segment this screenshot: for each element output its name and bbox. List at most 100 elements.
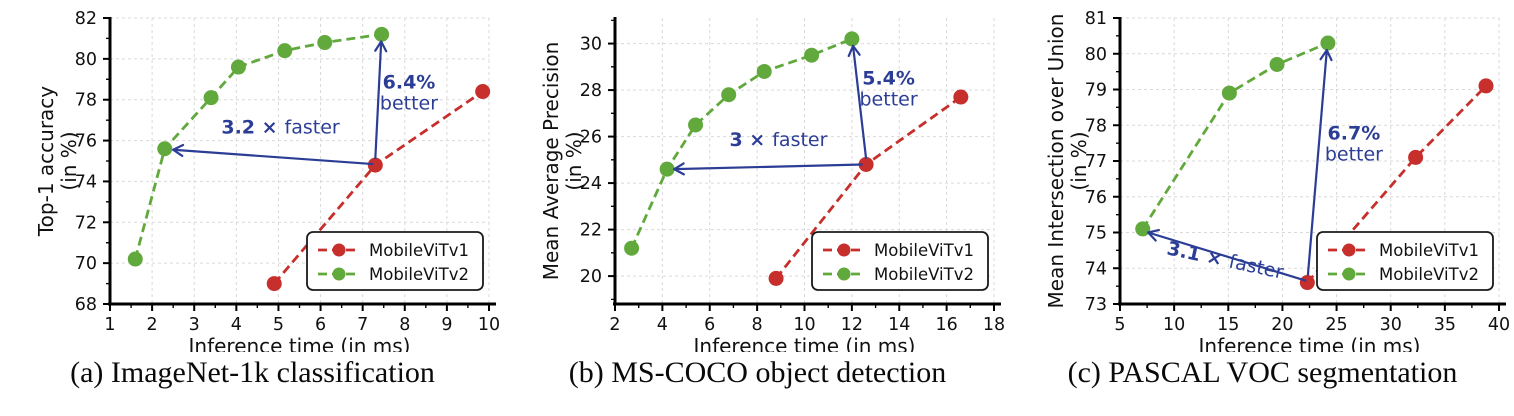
data-point [1221,85,1237,101]
svg-text:9: 9 [441,315,452,335]
svg-text:68: 68 [75,295,97,315]
svg-text:30: 30 [580,35,602,55]
svg-text:Mean Average Precision: Mean Average Precision [539,42,563,281]
data-point [1299,275,1315,291]
svg-text:8: 8 [399,315,410,335]
data-point [721,87,737,103]
svg-text:10: 10 [1163,315,1185,335]
axis-titles: Inference time (in ms) Mean Intersection … [1044,14,1420,352]
data-point [768,270,784,286]
series-MobileViTv2 [127,26,390,267]
svg-text:5.4%: 5.4% [862,67,915,89]
svg-text:24: 24 [580,174,602,194]
caption-pascalvoc: (c) PASCAL VOC segmentation [1067,356,1458,389]
svg-text:4: 4 [231,315,242,335]
data-point [1320,35,1336,51]
data-point [374,26,390,42]
svg-text:5: 5 [1114,315,1125,335]
series-MobileViTv1 [768,89,969,286]
data-point [756,63,772,79]
data-point [1269,56,1285,72]
svg-text:16: 16 [935,315,957,335]
legend: MobileViTv1 MobileViTv2 [1316,231,1494,291]
annotation-improvement: 6.7%better [1306,49,1383,276]
svg-text:40: 40 [1488,315,1510,335]
svg-text:76: 76 [1085,188,1107,208]
svg-text:80: 80 [1085,45,1107,65]
svg-text:3.2 ×faster: 3.2 × faster [221,116,340,138]
legend-marker [332,243,346,257]
annotation-improvement: 6.4%better [374,40,438,160]
svg-text:82: 82 [75,9,97,29]
svg-text:73: 73 [1085,295,1107,315]
svg-text:4: 4 [657,315,668,335]
series-MobileViTv2 [624,31,860,256]
legend: MobileViTv1 MobileViTv2 [306,231,484,291]
data-point [367,157,383,173]
data-point [1408,149,1424,165]
svg-text:72: 72 [75,213,97,233]
svg-text:6.4%: 6.4% [383,71,436,93]
svg-text:81: 81 [1085,9,1107,29]
svg-text:better: better [380,92,438,114]
svg-text:better: better [860,88,918,110]
legend-marker [1342,243,1356,257]
svg-text:(in %): (in %) [57,131,81,190]
data-point [1135,221,1151,237]
data-point [688,117,704,133]
data-point [844,31,860,47]
data-point [804,47,820,63]
svg-text:Inference time (in ms): Inference time (in ms) [189,334,411,352]
svg-text:15: 15 [1217,315,1239,335]
svg-text:6: 6 [315,315,326,335]
svg-text:10: 10 [478,315,500,335]
data-point [317,35,333,51]
legend-marker [837,243,851,257]
svg-text:6: 6 [704,315,715,335]
svg-text:80: 80 [75,50,97,70]
axis-titles: Inference time (in ms) Top-1 accuracy (in … [34,86,410,352]
svg-text:Mean Intersection over Union: Mean Intersection over Union [1044,14,1068,309]
axis-spines [613,17,1001,306]
data-point [230,59,246,75]
svg-text:35: 35 [1434,315,1456,335]
svg-text:6.7%: 6.7% [1328,123,1381,145]
svg-text:76: 76 [75,132,97,152]
panel-imagenet-classification: 1 2 3 4 5 6 7 8 9 10 68 70 72 74 76 78 80 82 Inference tim… [0,0,505,416]
annotation-speedup: 3 × faster [673,129,863,176]
svg-text:8: 8 [752,315,763,335]
svg-text:Inference time (in ms): Inference time (in ms) [694,334,916,352]
svg-text:14: 14 [888,315,910,335]
svg-text:MobileViTv2: MobileViTv2 [1379,265,1479,284]
data-point [624,240,640,256]
data-point [266,276,282,292]
data-point [858,156,874,172]
legend-marker [332,267,346,281]
svg-text:1: 1 [104,315,115,335]
annotation-speedup: 3.2 × faster [172,116,374,166]
svg-text:better: better [1325,144,1383,166]
svg-text:MobileViTv2: MobileViTv2 [874,265,974,284]
svg-text:(in %): (in %) [1067,131,1091,190]
svg-text:MobileViTv1: MobileViTv1 [369,241,469,260]
svg-text:74: 74 [75,172,97,192]
svg-text:MobileViTv1: MobileViTv1 [1379,241,1479,260]
svg-text:77: 77 [1085,152,1107,172]
axis-spines [1118,17,1506,306]
svg-text:MobileViTv2: MobileViTv2 [369,265,469,284]
caption-mscoco: (b) MS-COCO object detection [568,356,947,389]
svg-text:26: 26 [580,128,602,148]
svg-text:75: 75 [1085,224,1107,244]
svg-text:18: 18 [983,315,1005,335]
svg-text:25: 25 [1325,315,1347,335]
annotation-improvement: 5.4%better [847,44,918,159]
svg-text:MobileViTv1: MobileViTv1 [874,241,974,260]
data-point [127,251,143,267]
legend-marker [1342,267,1356,281]
data-point [475,84,491,100]
svg-text:30: 30 [1380,315,1402,335]
data-point [157,141,173,157]
